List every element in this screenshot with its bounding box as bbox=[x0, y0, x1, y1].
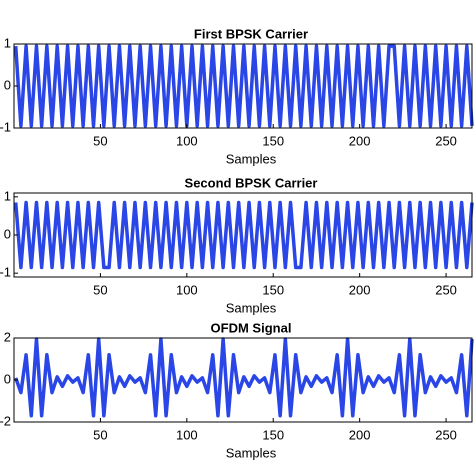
y-tick-label: 1 bbox=[4, 188, 11, 203]
x-tick-label: 200 bbox=[349, 427, 371, 442]
x-tick-label: 250 bbox=[435, 427, 457, 442]
x-axis-label: Samples bbox=[226, 151, 277, 166]
y-tick-label: -2 bbox=[0, 413, 11, 428]
x-axis-label: Samples bbox=[226, 300, 277, 315]
subplot-title: Second BPSK Carrier bbox=[185, 175, 318, 190]
y-tick-label: 2 bbox=[4, 329, 11, 344]
x-tick-label: 150 bbox=[262, 427, 284, 442]
y-tick-label: 0 bbox=[4, 371, 11, 386]
x-tick-label: 50 bbox=[93, 133, 107, 148]
x-tick-label: 100 bbox=[176, 427, 198, 442]
y-tick-label: 1 bbox=[4, 35, 11, 50]
x-axis-label: Samples bbox=[226, 445, 277, 460]
x-tick-label: 250 bbox=[435, 282, 457, 297]
signal-line bbox=[13, 200, 474, 270]
signal-line bbox=[14, 337, 474, 418]
x-tick-label: 150 bbox=[262, 133, 284, 148]
y-tick-label: 0 bbox=[4, 77, 11, 92]
y-tick-label: -1 bbox=[0, 119, 11, 134]
x-tick-label: 150 bbox=[262, 282, 284, 297]
x-tick-label: 200 bbox=[349, 133, 371, 148]
y-tick-label: -1 bbox=[0, 265, 11, 280]
subplot-title: First BPSK Carrier bbox=[194, 26, 308, 41]
x-tick-label: 100 bbox=[176, 282, 198, 297]
x-tick-label: 50 bbox=[93, 427, 107, 442]
x-tick-label: 250 bbox=[435, 133, 457, 148]
x-tick-label: 200 bbox=[349, 282, 371, 297]
y-tick-label: 0 bbox=[4, 226, 11, 241]
x-tick-label: 100 bbox=[176, 133, 198, 148]
subplot-title: OFDM Signal bbox=[211, 320, 292, 335]
signal-line bbox=[13, 44, 474, 128]
x-tick-label: 50 bbox=[93, 282, 107, 297]
